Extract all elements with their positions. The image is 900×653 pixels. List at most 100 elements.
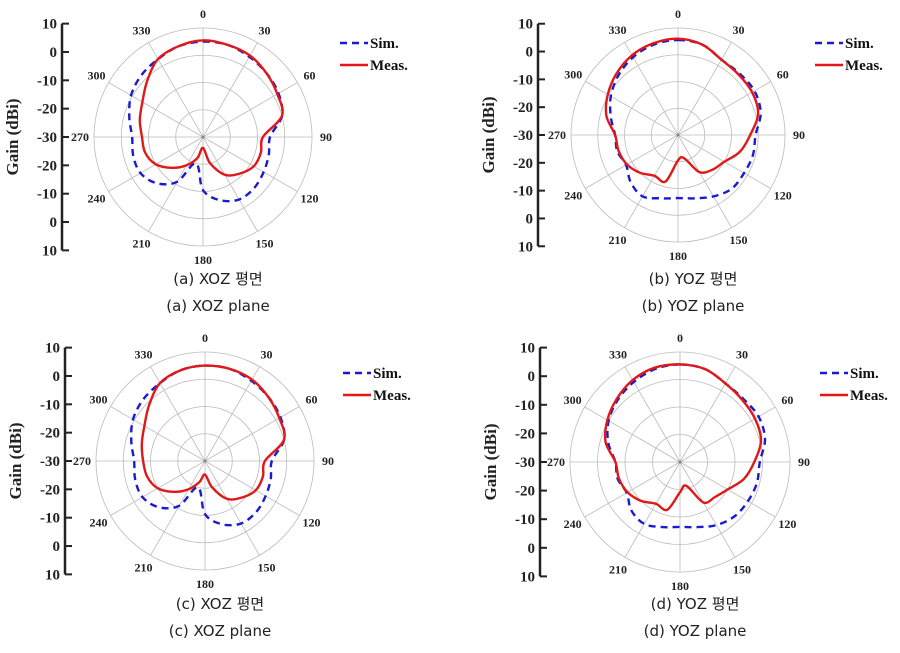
angle-tick-label: 0 [675, 7, 681, 21]
radial-tick-label: -10 [515, 398, 535, 414]
caption-english: (b) YOZ plane [642, 297, 745, 315]
polar-grid-spoke [202, 136, 298, 192]
polar-grid-spoke [584, 461, 681, 518]
polar-grid-spoke [202, 42, 258, 138]
polar-grid-spoke [585, 81, 679, 136]
polar-grid-spoke [204, 460, 260, 556]
radial-tick-label: -10 [515, 512, 535, 528]
radial-tick-label: 0 [53, 539, 61, 555]
angle-tick-label: 210 [133, 237, 151, 251]
angle-tick-label: 330 [609, 348, 627, 362]
angle-tick-label: 210 [609, 233, 627, 247]
angle-tick-label: 90 [322, 454, 334, 468]
radial-tick-label: 10 [45, 567, 60, 583]
radial-tick-label: -20 [513, 156, 533, 172]
series-line-sim [606, 363, 767, 529]
caption-english: (a) XOZ plane [166, 297, 269, 315]
radial-tick-label: -30 [515, 455, 535, 471]
angle-tick-label: 210 [609, 562, 627, 576]
polar-grid-spoke [204, 366, 260, 462]
polar-grid-spoke [585, 134, 679, 189]
angle-tick-label: 120 [774, 189, 792, 203]
angle-tick-label: 150 [256, 237, 274, 251]
angle-tick-label: 120 [303, 516, 321, 530]
radial-tick-label: -20 [515, 484, 535, 500]
angle-tick-label: 120 [301, 192, 319, 206]
angle-tick-label: 120 [778, 517, 796, 531]
angle-tick-label: 30 [261, 347, 273, 361]
angle-tick-label: 270 [71, 130, 89, 144]
angle-tick-label: 330 [133, 23, 151, 37]
angle-tick-label: 30 [259, 23, 271, 37]
angle-tick-label: 330 [609, 23, 627, 37]
legend-label: Meas. [370, 58, 408, 74]
radial-tick-label: -10 [37, 187, 57, 203]
radial-tick-label: 0 [50, 215, 58, 231]
polar-chart-panel: 10 0 -10 -20 -30 -20 -10 0 10 Gain (dBi) 0 30 60 90 12… [479, 7, 883, 315]
angle-tick-label: 300 [564, 68, 582, 82]
caption-korean: (c) XOZ 평면 [176, 595, 265, 613]
angle-tick-label: 30 [736, 348, 748, 362]
series-line-meas [603, 363, 763, 512]
polar-grid-spoke [679, 461, 736, 558]
radial-tick-label: -30 [513, 128, 533, 144]
caption-english: (d) YOZ plane [644, 622, 747, 640]
polar-grid-spoke [108, 82, 204, 138]
radial-tick-label: -30 [37, 130, 57, 146]
legend-label: Meas. [373, 388, 411, 404]
angle-tick-label: 300 [87, 69, 105, 83]
radial-tick-label: -20 [513, 100, 533, 116]
radial-tick-label: -20 [515, 426, 535, 442]
polar-center [203, 459, 207, 463]
y-axis-label: Gain (dBi) [6, 423, 25, 500]
angle-tick-label: 240 [87, 192, 105, 206]
radial-tick-label: -30 [40, 454, 60, 470]
legend-label: Meas. [845, 58, 883, 74]
legend-label: Sim. [850, 366, 879, 382]
radial-tick-label: -10 [513, 184, 533, 200]
radial-tick-label: -20 [40, 426, 60, 442]
angle-tick-label: 0 [677, 331, 683, 345]
radial-tick-label: -10 [40, 511, 60, 527]
polar-grid-spoke [150, 366, 206, 462]
legend-label: Meas. [850, 388, 888, 404]
angle-tick-label: 210 [135, 561, 153, 575]
angle-tick-label: 90 [320, 130, 332, 144]
radial-tick-label: -10 [37, 73, 57, 89]
polar-grid-spoke [679, 366, 736, 463]
polar-grid-spoke [624, 134, 679, 228]
angle-tick-label: 150 [258, 561, 276, 575]
polar-grid-spoke [150, 460, 206, 556]
radial-tick-label: 10 [518, 239, 533, 255]
caption-korean: (d) YOZ 평면 [651, 595, 740, 613]
y-axis-label: Gain (dBi) [481, 424, 500, 501]
angle-tick-label: 180 [671, 579, 689, 593]
y-axis-label: Gain (dBi) [3, 99, 22, 176]
polar-chart-panel: 10 0 -10 -20 -30 -20 -10 0 10 Gain (dBi) 0 30 60 90 12… [3, 7, 408, 315]
angle-tick-label: 30 [733, 23, 745, 37]
radial-tick-label: 10 [520, 341, 535, 357]
angle-tick-label: 0 [200, 7, 206, 21]
angle-tick-label: 60 [781, 393, 793, 407]
polar-grid-spoke [677, 81, 771, 136]
angle-tick-label: 90 [793, 128, 805, 142]
polar-chart-panel: 10 0 -10 -20 -30 -20 -10 0 10 Gain (dBi) 0 30 60 90 12… [6, 331, 411, 640]
angle-tick-label: 60 [306, 393, 318, 407]
radial-tick-label: 0 [50, 45, 58, 61]
radial-tick-label: 0 [528, 541, 536, 557]
angle-tick-label: 150 [730, 233, 748, 247]
polar-grid-spoke [202, 82, 298, 138]
angle-tick-label: 240 [89, 516, 107, 530]
radial-tick-label: -20 [37, 102, 57, 118]
polar-grid-spoke [110, 406, 206, 462]
series-line-sim [130, 364, 286, 527]
radial-tick-label: 10 [45, 341, 60, 357]
radial-tick-label: -20 [37, 158, 57, 174]
legend-label: Sim. [845, 36, 874, 52]
series-line-sim [608, 38, 762, 200]
series-line-meas [604, 37, 760, 184]
radial-tick-label: -10 [40, 397, 60, 413]
polar-center [201, 135, 205, 139]
radial-tick-label: 0 [53, 369, 61, 385]
